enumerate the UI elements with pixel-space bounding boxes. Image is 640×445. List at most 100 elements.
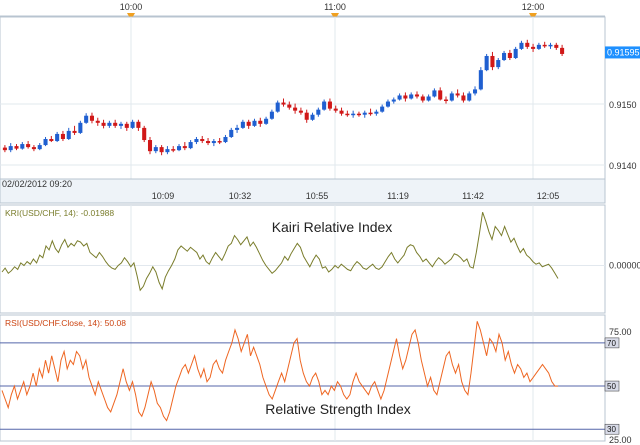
kri-title: Kairi Relative Index (272, 219, 393, 235)
rsi-axis-label: 75.00 (609, 327, 632, 337)
candle-body (229, 129, 234, 137)
rsi-level-badge (604, 337, 620, 349)
candle-body (142, 127, 147, 141)
candle-body (531, 46, 536, 49)
candle-body (60, 133, 65, 140)
top-time-label: 12:00 (522, 2, 545, 12)
price-axis-label: 0.9140 (609, 161, 637, 171)
candle-body (258, 120, 263, 124)
candle-body (554, 44, 559, 48)
candle-body (31, 147, 36, 150)
candle-body (310, 114, 315, 120)
date-axis-label: 10:55 (306, 191, 329, 201)
top-time-label: 10:00 (120, 2, 143, 12)
candle-body (397, 95, 402, 100)
candle-body (345, 113, 350, 116)
candle-body (536, 44, 541, 49)
candle-body (414, 94, 420, 97)
rsi-level-badge (604, 423, 620, 435)
date-axis-label: 02/02/2012 09:20 (2, 179, 72, 189)
candle-body (89, 115, 94, 121)
candle-body (548, 44, 553, 47)
candle-body (351, 113, 356, 116)
rsi-legend: RSI(USD/CHF.Close, 14): 50.08 (5, 318, 126, 328)
candle-body (339, 110, 344, 114)
candle-body (275, 102, 280, 112)
price-axis-label: 0.9150 (609, 100, 637, 110)
candle-body (322, 101, 327, 110)
date-axis-label: 12:05 (537, 191, 560, 201)
candle-body (118, 123, 124, 126)
candle-body (490, 55, 495, 68)
candle-body (368, 112, 373, 115)
candle-body (217, 141, 222, 143)
candle-body (20, 144, 25, 149)
candle-body (95, 120, 100, 123)
candle-body (182, 146, 187, 149)
candle-body (49, 139, 54, 142)
candle-body (502, 52, 507, 61)
candle-body (438, 90, 443, 100)
candle-body (14, 146, 19, 149)
candle-body (223, 136, 228, 143)
candle-body (519, 42, 524, 49)
candle-body (211, 141, 216, 144)
rsi-title: Relative Strength Index (265, 401, 411, 417)
candle-body (443, 99, 449, 102)
date-axis-label: 11:42 (462, 191, 484, 201)
candle-body (420, 96, 425, 101)
rsi-series-line (1, 321, 558, 422)
candle-body (304, 112, 309, 120)
candle-body (362, 112, 367, 115)
kri-axis-label: 0.00000 (609, 261, 640, 271)
candle-body (409, 94, 414, 99)
candle-body (542, 44, 547, 47)
candle-body (496, 60, 501, 68)
candle-body (43, 139, 48, 146)
candle-body (333, 108, 338, 111)
candle-body (2, 147, 7, 151)
candles-group (2, 39, 565, 156)
candle-body (124, 123, 129, 128)
kri-legend: KRI(USD/CHF, 14): -0.01988 (5, 208, 114, 218)
date-axis-label: 11:19 (387, 191, 409, 201)
candle-body (403, 95, 408, 99)
candle-body (380, 106, 385, 112)
rsi-level-label: 70 (607, 339, 616, 348)
candle-body (72, 130, 77, 133)
candle-body (171, 149, 176, 151)
candle-body (26, 144, 31, 148)
candle-body (136, 121, 141, 128)
candle-body (385, 101, 391, 107)
candle-body (484, 55, 489, 71)
rsi-level-label: 50 (607, 382, 616, 391)
candle-body (194, 139, 199, 143)
candle-body (426, 96, 431, 101)
candle-body (356, 113, 361, 116)
candle-body (101, 122, 106, 126)
candle-body (507, 52, 512, 59)
candle-body (206, 141, 211, 144)
candle-body (264, 118, 269, 124)
candle-body (240, 121, 245, 128)
rsi-panel: RSI(USD/CHF.Close, 14): 50.08 Relative S… (0, 314, 632, 445)
candle-body (188, 142, 193, 149)
candle-body (281, 102, 286, 105)
last-price-marker: 0.91595 (605, 46, 640, 59)
candle-body (327, 101, 332, 109)
candle-body (200, 139, 205, 142)
date-axis-label: 10:09 (152, 191, 175, 201)
last-price-label: 0.91595 (607, 47, 640, 57)
candle-body (513, 48, 518, 59)
candle-body (165, 149, 170, 153)
date-axis: 02/02/2012 09:20 10:09 10:32 10:55 11:19… (0, 178, 606, 204)
date-axis-label: 10:32 (229, 191, 252, 201)
candle-body (432, 90, 437, 97)
candle-body (107, 122, 112, 126)
candle-body (269, 111, 274, 119)
top-time-label: 11:00 (324, 2, 346, 12)
candle-body (153, 147, 158, 152)
candle-body (525, 42, 530, 47)
rsi-level-badge (604, 380, 620, 392)
